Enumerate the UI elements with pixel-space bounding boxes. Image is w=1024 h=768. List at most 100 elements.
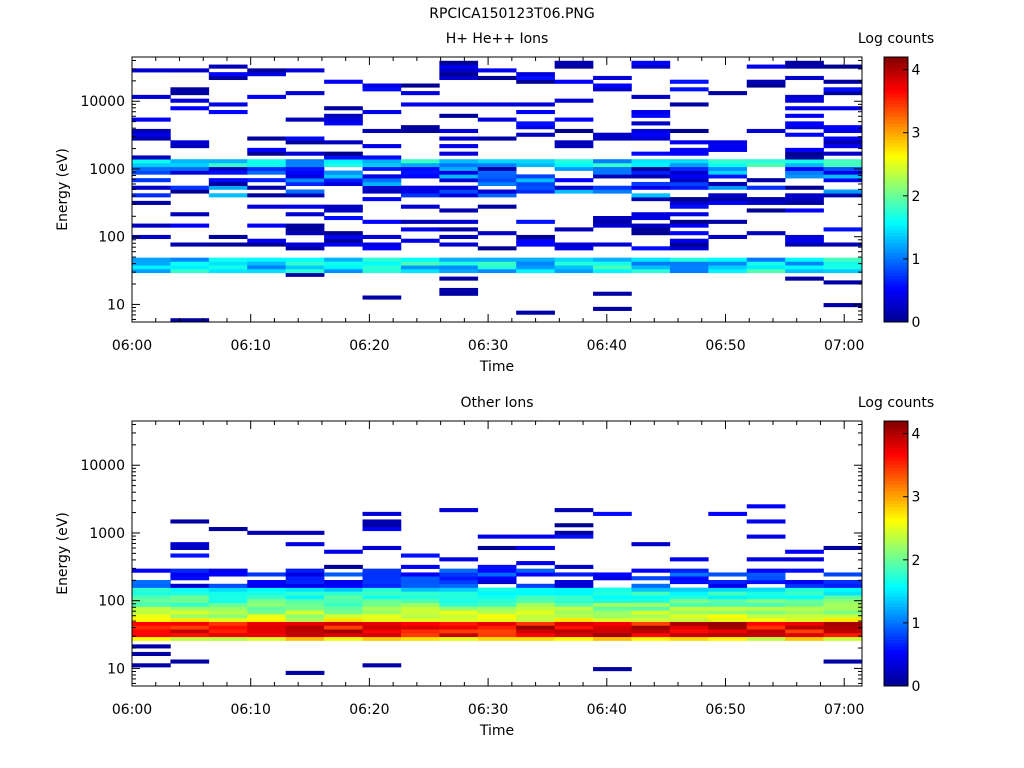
- heatmap-cell: [785, 625, 824, 630]
- colorbar-swatch: [884, 454, 908, 458]
- heatmap-cell: [823, 572, 863, 577]
- heatmap-cell: [324, 591, 363, 596]
- heatmap-cell: [439, 136, 479, 141]
- heatmap-cell: [362, 219, 402, 224]
- heatmap-cell: [593, 174, 632, 179]
- heatmap-cell: [439, 144, 479, 149]
- colorbar-swatch: [884, 206, 908, 210]
- heatmap-cell: [669, 178, 709, 183]
- heatmap-cell: [208, 181, 248, 187]
- heatmap-cell: [439, 185, 479, 190]
- x-tick-label: 06:20: [349, 702, 389, 718]
- heatmap-cell: [631, 587, 671, 592]
- heatmap-cell: [132, 136, 171, 141]
- heatmap-cell: [208, 75, 248, 81]
- heatmap-cell: [516, 610, 555, 615]
- colorbar: 0 1 2 3 4 Log counts: [858, 31, 934, 331]
- heatmap-cell: [746, 200, 786, 205]
- heatmap-cell: [477, 102, 517, 107]
- heatmap-cell: [400, 606, 440, 611]
- heatmap-cell: [208, 591, 248, 596]
- heatmap-cell: [439, 606, 479, 611]
- heatmap-cell: [708, 234, 748, 240]
- heatmap-cell: [247, 166, 286, 171]
- colorbar-swatch: [884, 166, 908, 171]
- colorbar-swatch: [884, 169, 908, 174]
- heatmap-cell: [247, 72, 286, 77]
- heatmap-cell: [439, 151, 479, 156]
- heatmap-cell: [669, 238, 709, 243]
- heatmap-cell: [400, 576, 440, 581]
- heatmap-cell: [746, 610, 786, 615]
- colorbar-swatch: [884, 490, 908, 495]
- colorbar-swatch: [884, 315, 908, 320]
- heatmap-cell: [324, 151, 363, 156]
- heatmap-cell: [708, 197, 748, 202]
- heatmap-cell: [170, 166, 210, 171]
- heatmap-cell: [247, 193, 286, 198]
- heatmap-cell: [132, 185, 171, 190]
- heatmap-cell: [170, 587, 210, 592]
- heatmap-cell: [785, 580, 824, 585]
- heatmap-cell: [324, 606, 363, 611]
- colorbar-swatch: [884, 219, 908, 224]
- heatmap-cell: [324, 580, 363, 585]
- heatmap-cell: [477, 163, 517, 168]
- heatmap-cell: [631, 269, 671, 274]
- colorbar-swatch: [884, 202, 908, 207]
- heatmap-cell: [516, 614, 555, 619]
- heatmap-cell: [669, 617, 709, 622]
- heatmap-cell: [593, 269, 632, 274]
- heatmap-cell: [477, 170, 517, 175]
- heatmap-cell: [593, 159, 632, 164]
- heatmap-cell: [516, 310, 555, 315]
- heatmap-cell: [324, 204, 363, 209]
- heatmap-cell: [554, 128, 594, 134]
- heatmap-cell: [554, 617, 594, 622]
- heatmap-cell: [823, 545, 863, 551]
- heatmap-cell: [477, 568, 517, 573]
- heatmap-cell: [785, 269, 824, 274]
- x-tick-label: 06:00: [112, 702, 152, 718]
- heatmap-cell: [439, 174, 479, 179]
- colorbar-swatch: [884, 487, 908, 491]
- heatmap-cell: [208, 159, 248, 164]
- heatmap-cell: [516, 75, 555, 81]
- heatmap-cell: [170, 68, 210, 73]
- heatmap-cell: [362, 598, 402, 604]
- heatmap-cell: [823, 159, 863, 164]
- heatmap-cell: [132, 606, 171, 611]
- heatmap-cell: [631, 159, 671, 164]
- heatmap-cell: [554, 523, 594, 528]
- heatmap-cell: [823, 625, 863, 630]
- heatmap-cell: [208, 614, 248, 619]
- heatmap-cell: [669, 591, 709, 596]
- heatmap-cell: [400, 595, 440, 600]
- colorbar-swatch: [884, 163, 908, 167]
- heatmap-cell: [439, 257, 479, 262]
- heatmap-cell: [708, 91, 748, 96]
- heatmap-cell: [631, 64, 671, 69]
- heatmap-cell: [708, 181, 748, 187]
- colorbar-swatch: [884, 116, 908, 121]
- colorbar-swatch: [884, 305, 908, 310]
- heatmap-cell: [170, 257, 210, 262]
- colorbar-swatch: [884, 90, 908, 94]
- heatmap-cell: [785, 163, 824, 168]
- heatmap-cell: [362, 583, 402, 588]
- heatmap-cell: [823, 610, 863, 615]
- x-tick-label: 06:10: [231, 702, 271, 718]
- heatmap-cell: [746, 519, 786, 524]
- heatmap-cell: [439, 572, 479, 577]
- heatmap-cell: [785, 75, 824, 81]
- heatmap-cell: [439, 102, 479, 107]
- heatmap-cell: [324, 564, 363, 569]
- figure-title: RPCICA150123T06.PNG: [429, 6, 595, 22]
- heatmap-cell: [132, 610, 171, 615]
- colorbar-swatch: [884, 232, 908, 237]
- heatmap-cell: [708, 265, 748, 270]
- heatmap-cell: [746, 621, 786, 626]
- heatmap-cell: [247, 151, 286, 156]
- heatmap-cell: [785, 606, 824, 611]
- heatmap-cell: [631, 261, 671, 266]
